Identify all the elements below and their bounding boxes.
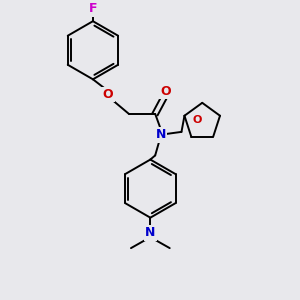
Text: F: F bbox=[89, 2, 97, 15]
Text: N: N bbox=[155, 128, 166, 141]
Text: O: O bbox=[160, 85, 171, 98]
Text: O: O bbox=[103, 88, 113, 101]
Text: N: N bbox=[145, 226, 155, 239]
Text: O: O bbox=[192, 115, 201, 125]
